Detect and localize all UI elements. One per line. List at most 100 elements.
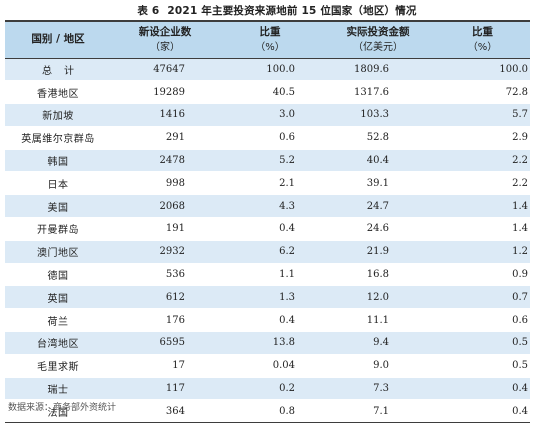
header-unit: （%）: [467, 41, 498, 53]
new-firms-cell: 2932: [111, 239, 219, 264]
table-title: 2021 年主要投资来源地前 15 位国家（地区）情况: [167, 5, 417, 17]
investment-amount-cell: 21.9: [321, 239, 435, 264]
investment-amount-cell: 11.1: [321, 308, 435, 332]
investment-amount-cell: 7.1: [321, 399, 435, 423]
table-row: 毛里求斯 17 0.04 9.0 0.5: [5, 353, 530, 378]
firms-share-cell: 0.4: [219, 308, 321, 332]
table-row: 开曼群岛 191 0.4 24.6 1.4: [5, 217, 530, 241]
new-firms-cell: 364: [111, 399, 219, 423]
table-row: 美国 2068 4.3 24.7 1.4: [5, 194, 530, 218]
table-header-row: 国别 / 地区 新设企业数 （家） 比重 （%） 实际投资金额 （亿美元） 比重 （%）: [5, 20, 530, 59]
investment-share-cell: 0.6: [435, 308, 530, 332]
investment-share-cell: 1.4: [435, 217, 530, 241]
firms-share-cell: 1.1: [219, 262, 321, 286]
region-cell: 香港地区: [5, 80, 111, 104]
region-cell: 开曼群岛: [5, 217, 111, 241]
region-cell: 德国: [5, 262, 111, 286]
source-footnote: 数据来源：商务部外资统计: [8, 403, 117, 413]
firms-share-cell: 5.2: [219, 148, 321, 172]
header-unit: （亿美元）: [353, 41, 403, 53]
region-cell: 美国: [5, 194, 111, 218]
investment-share-cell: 2.9: [435, 125, 530, 150]
investment-share-cell: 1.4: [435, 194, 530, 218]
investment-amount-cell: 7.3: [321, 376, 435, 400]
investment-amount-cell: 9.0: [321, 353, 435, 378]
firms-share-cell: 6.2: [219, 239, 321, 264]
region-cell: 总计: [5, 57, 111, 81]
region-cell: 荷兰: [5, 308, 111, 332]
investment-share-cell: 0.4: [435, 399, 530, 423]
investment-share-cell: 0.7: [435, 285, 530, 309]
investment-amount-cell: 39.1: [321, 171, 435, 195]
table-row: 英国 612 1.3 12.0 0.7: [5, 285, 530, 309]
new-firms-cell: 291: [111, 125, 219, 150]
investment-amount-cell: 103.3: [321, 103, 435, 127]
region-cell: 日本: [5, 171, 111, 195]
region-cell: 台湾地区: [5, 331, 111, 355]
new-firms-cell: 17: [111, 353, 219, 378]
firms-share-cell: 0.4: [219, 217, 321, 241]
firms-share-cell: 1.3: [219, 285, 321, 309]
table-caption: 表 6 2021 年主要投资来源地前 15 位国家（地区）情况: [0, 3, 554, 18]
firms-share-cell: 100.0: [219, 57, 321, 81]
table-row: 德国 536 1.1 16.8 0.9: [5, 262, 530, 286]
table-row: 香港地区 19289 40.5 1317.6 72.8: [5, 80, 530, 104]
investment-share-cell: 0.5: [435, 353, 530, 378]
investment-share-cell: 0.9: [435, 262, 530, 286]
table-body: 总计 47647 100.0 1809.6 100.0 香港地区 19289 4…: [5, 57, 530, 423]
firms-share-cell: 13.8: [219, 331, 321, 355]
new-firms-cell: 47647: [111, 57, 219, 81]
new-firms-cell: 1416: [111, 103, 219, 127]
table-number: 表 6: [137, 5, 160, 17]
investment-sources-table: 国别 / 地区 新设企业数 （家） 比重 （%） 实际投资金额 （亿美元） 比重 （%）…: [5, 20, 530, 423]
investment-share-cell: 2.2: [435, 171, 530, 195]
investment-share-cell: 2.2: [435, 148, 530, 172]
investment-amount-cell: 1317.6: [321, 80, 435, 104]
investment-amount-cell: 52.8: [321, 125, 435, 150]
region-cell: 澳门地区: [5, 239, 111, 264]
header-firms-share: 比重 （%）: [219, 20, 321, 59]
investment-share-cell: 5.7: [435, 103, 530, 127]
investment-share-cell: 100.0: [435, 57, 530, 81]
new-firms-cell: 536: [111, 262, 219, 286]
header-investment-share: 比重 （%）: [435, 20, 530, 59]
table-row: 瑞士 117 0.2 7.3 0.4: [5, 376, 530, 400]
investment-amount-cell: 9.4: [321, 331, 435, 355]
region-cell: 韩国: [5, 148, 111, 172]
table-row: 荷兰 176 0.4 11.1 0.6: [5, 308, 530, 332]
table-row: 韩国 2478 5.2 40.4 2.2: [5, 148, 530, 172]
new-firms-cell: 117: [111, 376, 219, 400]
new-firms-cell: 6595: [111, 331, 219, 355]
region-cell: 瑞士: [5, 376, 111, 400]
firms-share-cell: 0.8: [219, 399, 321, 423]
table-row: 新加坡 1416 3.0 103.3 5.7: [5, 103, 530, 127]
table-row: 台湾地区 6595 13.8 9.4 0.5: [5, 331, 530, 355]
region-cell: 毛里求斯: [5, 353, 111, 378]
new-firms-cell: 612: [111, 285, 219, 309]
firms-share-cell: 4.3: [219, 194, 321, 218]
investment-amount-cell: 24.6: [321, 217, 435, 241]
table-row: 日本 998 2.1 39.1 2.2: [5, 171, 530, 195]
investment-amount-cell: 16.8: [321, 262, 435, 286]
new-firms-cell: 19289: [111, 80, 219, 104]
investment-share-cell: 72.8: [435, 80, 530, 104]
new-firms-cell: 191: [111, 217, 219, 241]
firms-share-cell: 0.6: [219, 125, 321, 150]
table-row-total: 总计 47647 100.0 1809.6 100.0: [5, 57, 530, 81]
firms-share-cell: 0.2: [219, 376, 321, 400]
firms-share-cell: 2.1: [219, 171, 321, 195]
region-cell: 英国: [5, 285, 111, 309]
header-unit: （%）: [255, 41, 285, 53]
new-firms-cell: 2478: [111, 148, 219, 172]
new-firms-cell: 998: [111, 171, 219, 195]
investment-amount-cell: 1809.6: [321, 57, 435, 81]
investment-amount-cell: 24.7: [321, 194, 435, 218]
region-cell: 新加坡: [5, 103, 111, 127]
header-region: 国别 / 地区: [5, 20, 111, 59]
table-row: 英属维尔京群岛 291 0.6 52.8 2.9: [5, 125, 530, 150]
header-unit: （家）: [150, 41, 180, 53]
firms-share-cell: 3.0: [219, 103, 321, 127]
header-new-firms: 新设企业数 （家）: [111, 20, 219, 59]
investment-amount-cell: 40.4: [321, 148, 435, 172]
investment-amount-cell: 12.0: [321, 285, 435, 309]
